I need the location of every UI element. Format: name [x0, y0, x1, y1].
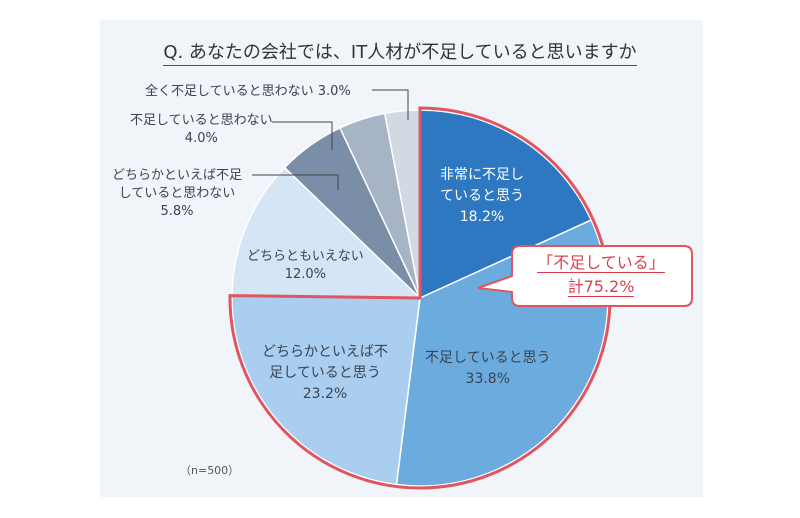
label-not-insufficient: 不足していると思わない 4.0% [130, 113, 273, 146]
callout-bubble [477, 245, 693, 307]
pie-slice-3 [231, 166, 422, 299]
label-somewhat-insufficient: どちらかといえば不 足していると思う 23.2% [262, 344, 388, 402]
leader-line-0 [372, 89, 409, 120]
pie-slice-2 [231, 294, 421, 486]
label-neutral: どちらともいえない 12.0% [247, 249, 364, 282]
total-callout: 「不足している」 計75.2% [537, 253, 665, 297]
label-not-at-all: 全く不足していると思わない 3.0% [145, 84, 351, 99]
leader-line-1 [272, 121, 333, 150]
label-somewhat-not-insufficient: どちらかといえば不足 していると思わない 5.8% [112, 168, 243, 219]
label-insufficient: 不足していると思う 33.8% [425, 350, 551, 387]
chart-title: Q. あなたの会社では、IT人材が不足していると思いますか [0, 38, 800, 66]
leader-line-2 [252, 174, 339, 190]
pie-slice-0 [419, 109, 593, 300]
sample-size-note: （n=500） [180, 464, 240, 477]
insufficient-group-outline [228, 106, 612, 490]
label-very-insufficient: 非常に不足し ていると思う 18.2% [440, 167, 524, 225]
